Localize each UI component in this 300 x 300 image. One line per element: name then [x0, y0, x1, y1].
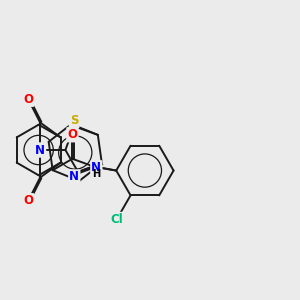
Text: S: S: [70, 114, 78, 127]
Text: N: N: [69, 170, 79, 184]
Text: H: H: [92, 169, 100, 179]
Text: N: N: [91, 161, 101, 174]
Text: O: O: [23, 93, 33, 106]
Text: Cl: Cl: [110, 213, 123, 226]
Text: O: O: [23, 194, 33, 207]
Text: N: N: [35, 143, 45, 157]
Text: O: O: [68, 128, 77, 141]
